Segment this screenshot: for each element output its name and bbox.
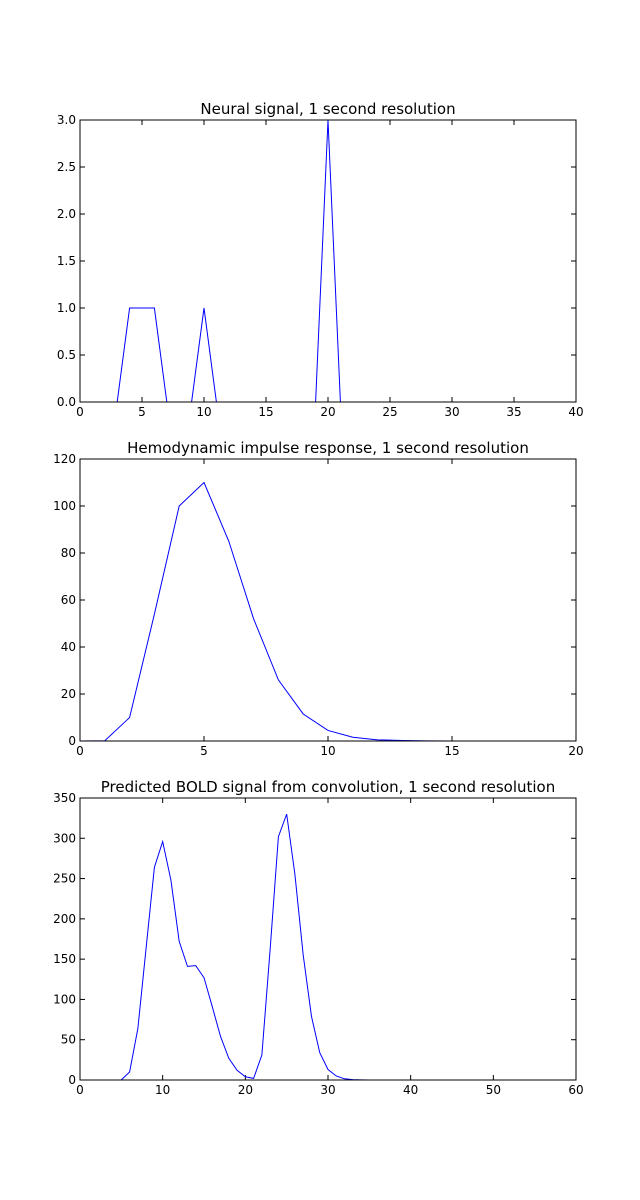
y-tick-label: 2.0 [57, 207, 76, 221]
x-tick-label: 25 [382, 405, 397, 419]
y-tick-label: 0 [68, 1073, 76, 1087]
y-tick-label: 0.5 [57, 348, 76, 362]
x-tick-label: 30 [320, 1083, 335, 1097]
predicted-bold-chart: Predicted BOLD signal from convolution, … [53, 778, 584, 1097]
y-tick-label: 200 [53, 912, 76, 926]
x-tick-label: 15 [258, 405, 273, 419]
series-group [80, 813, 560, 1081]
tick-group: 0 5 10 15 20 25 30 35 40 0.0 0.5 1.0 1.5 2.0 2.5 3.0 [57, 113, 584, 419]
y-tick-label: 100 [53, 499, 76, 513]
y-tick-label: 120 [53, 452, 76, 466]
series-line [80, 813, 560, 1081]
x-tick-label: 60 [568, 1083, 583, 1097]
x-tick-label: 10 [155, 1083, 170, 1097]
x-tick-label: 5 [138, 405, 146, 419]
y-tick-label: 1.0 [57, 301, 76, 315]
y-tick-label: 250 [53, 872, 76, 886]
tick-group: 0 10 20 30 40 50 60 0 50 100 150 200 250 300 350 [53, 791, 584, 1097]
x-tick-label: 40 [403, 1083, 418, 1097]
plot-frame [79, 458, 577, 742]
plot-frame [79, 797, 577, 1081]
y-tick-label: 300 [53, 831, 76, 845]
x-tick-label: 15 [444, 744, 459, 758]
series-line [79, 481, 552, 742]
x-tick-label: 0 [76, 405, 84, 419]
chart-title: Neural signal, 1 second resolution [200, 100, 455, 118]
x-tick-label: 10 [196, 405, 211, 419]
y-tick-label: 150 [53, 952, 76, 966]
y-tick-label: 80 [61, 546, 76, 560]
x-tick-label: 5 [200, 744, 208, 758]
y-tick-label: 350 [53, 791, 76, 805]
neural-signal-chart: Neural signal, 1 second resolution 0 5 10 1… [57, 100, 584, 419]
y-tick-label: 40 [61, 640, 76, 654]
hemodynamic-response-chart: Hemodynamic impulse response, 1 second r… [53, 439, 584, 758]
x-tick-label: 20 [568, 744, 583, 758]
tick-group: 0 5 10 15 20 0 20 40 60 80 100 120 [53, 452, 584, 758]
y-tick-label: 50 [61, 1033, 76, 1047]
y-tick-label: 100 [53, 992, 76, 1006]
x-tick-label: 20 [238, 1083, 253, 1097]
y-tick-label: 20 [61, 687, 76, 701]
x-tick-label: 10 [320, 744, 335, 758]
x-tick-label: 50 [486, 1083, 501, 1097]
y-tick-label: 2.5 [57, 160, 76, 174]
series-line [80, 119, 564, 403]
x-tick-label: 20 [320, 405, 335, 419]
y-tick-label: 0 [68, 734, 76, 748]
x-tick-label: 0 [76, 1083, 84, 1097]
y-tick-label: 3.0 [57, 113, 76, 127]
y-tick-label: 1.5 [57, 254, 76, 268]
chart-title: Predicted BOLD signal from convolution, … [101, 778, 555, 796]
series-group [80, 119, 564, 403]
x-tick-label: 35 [506, 405, 521, 419]
plot-frame [79, 119, 577, 403]
x-tick-label: 40 [568, 405, 583, 419]
x-tick-label: 0 [76, 744, 84, 758]
x-tick-label: 30 [444, 405, 459, 419]
chart-title: Hemodynamic impulse response, 1 second r… [127, 439, 529, 457]
y-tick-label: 60 [61, 593, 76, 607]
y-tick-label: 0.0 [57, 395, 76, 409]
series-group [79, 481, 552, 742]
